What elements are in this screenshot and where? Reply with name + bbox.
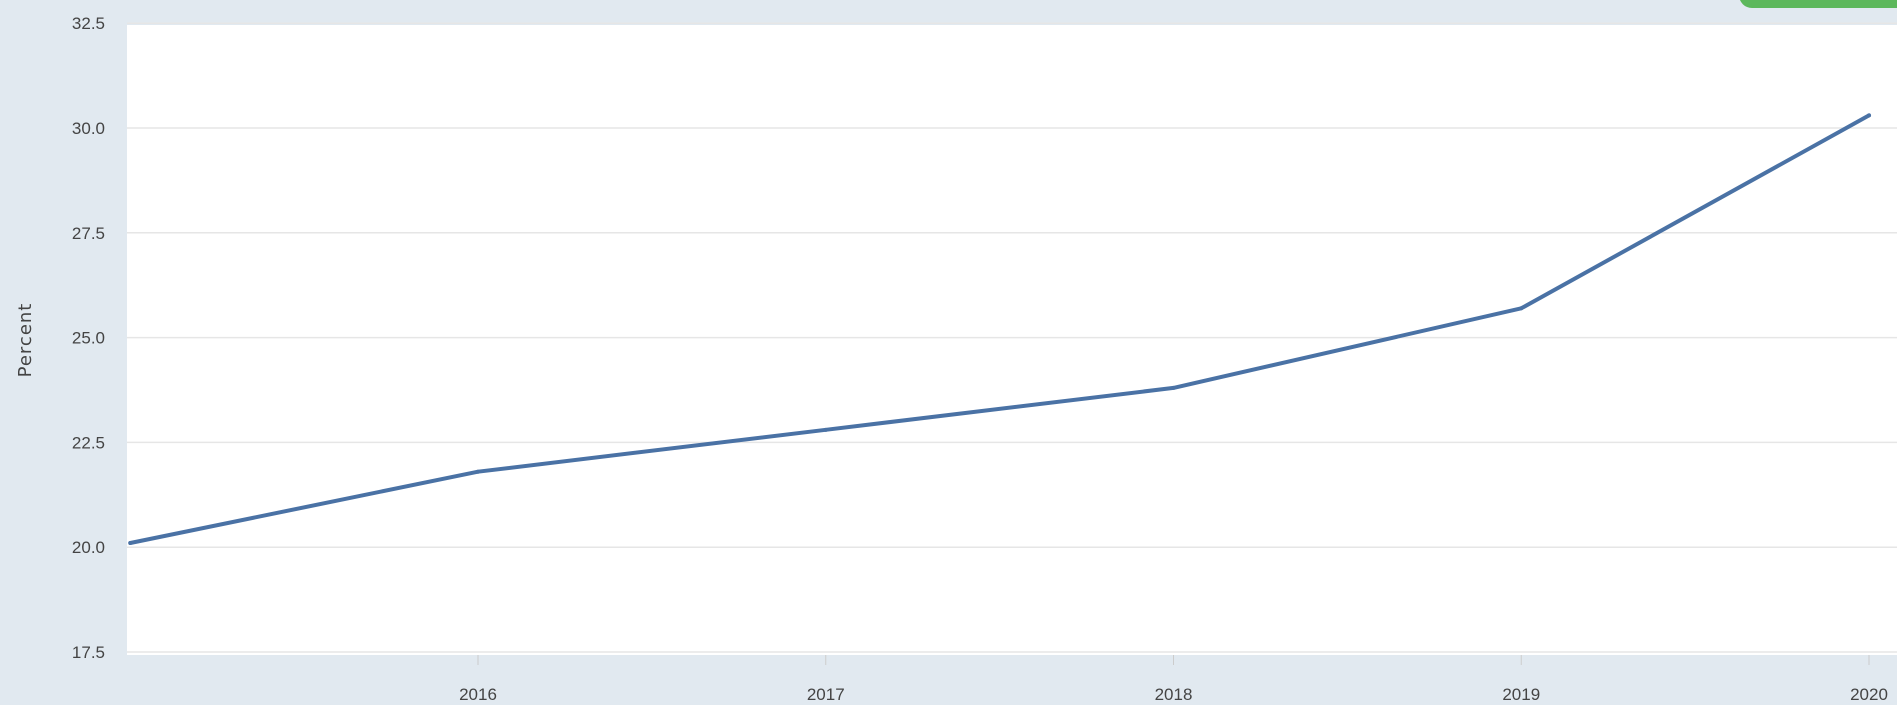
plot-area [127,25,1897,655]
x-tick-label: 2017 [807,685,845,704]
y-tick-label: 22.5 [72,433,105,452]
y-tick-label: 30.0 [72,119,105,138]
y-tick-label: 32.5 [72,14,105,33]
series-layer [128,113,1871,546]
x-axis-ticks: 2016 2017 2018 2019 2020 [459,655,1888,704]
series-line[interactable] [128,113,1871,545]
y-axis-ticks: 17.5 20.0 22.5 25.0 27.5 30.0 32.5 [72,14,105,662]
y-tick-label: 27.5 [72,224,105,243]
data-point[interactable] [1867,113,1871,118]
data-point[interactable] [823,427,828,432]
data-point[interactable] [1519,306,1524,311]
x-tick-label: 2019 [1502,685,1540,704]
gridlines [127,22,1897,653]
data-point[interactable] [1171,385,1176,390]
x-tick-label: 2018 [1155,685,1193,704]
status-badge[interactable] [1739,0,1897,8]
y-tick-label: 20.0 [72,538,105,557]
x-tick-label: 2016 [459,685,497,704]
y-tick-label: 25.0 [72,329,105,348]
data-point[interactable] [128,541,133,546]
x-tick-label: 2020 [1850,685,1888,704]
y-tick-label: 17.5 [72,643,105,662]
y-axis-label: Percent [15,303,36,378]
data-point[interactable] [476,469,480,474]
